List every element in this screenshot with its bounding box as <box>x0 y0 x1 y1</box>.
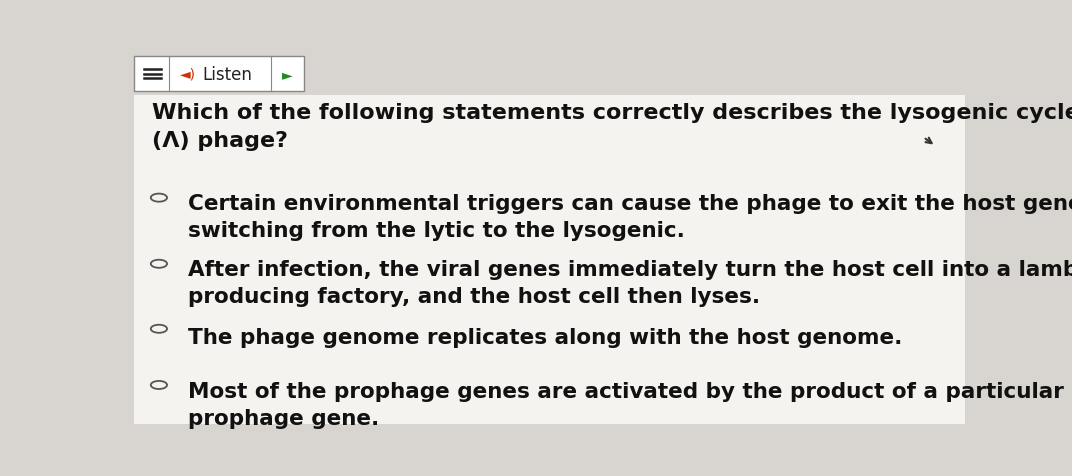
Text: Which of the following statements correctly describes the lysogenic cycle of lam: Which of the following statements correc… <box>152 103 1072 151</box>
Text: After infection, the viral genes immediately turn the host cell into a lambda-
p: After infection, the viral genes immedia… <box>188 260 1072 307</box>
Text: Most of the prophage genes are activated by the product of a particular
prophage: Most of the prophage genes are activated… <box>188 381 1063 428</box>
Text: Certain environmental triggers can cause the phage to exit the host genome,
swit: Certain environmental triggers can cause… <box>188 194 1072 240</box>
Text: ►: ► <box>282 68 293 81</box>
FancyBboxPatch shape <box>134 57 304 92</box>
Text: The phage genome replicates along with the host genome.: The phage genome replicates along with t… <box>188 327 903 347</box>
FancyBboxPatch shape <box>134 96 965 424</box>
Text: Listen: Listen <box>203 66 252 83</box>
Text: ◄): ◄) <box>180 68 196 81</box>
